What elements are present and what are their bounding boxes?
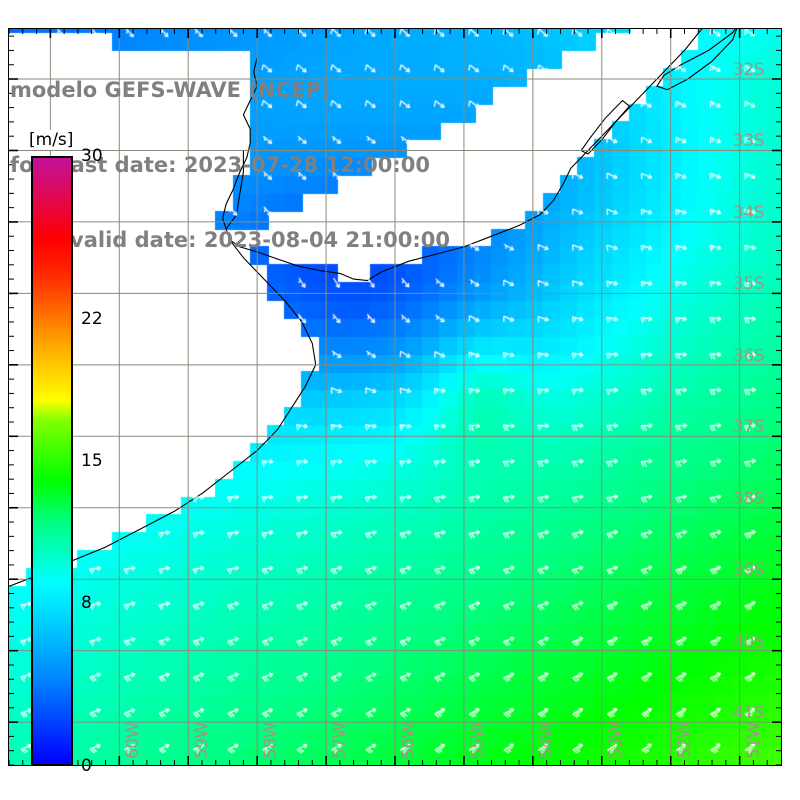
colorbar-tick-8: 8: [81, 593, 92, 614]
lat-label-39S: 39S: [733, 560, 764, 581]
colorbar-gradient-box: [31, 156, 73, 766]
lat-label-37S: 37S: [733, 417, 764, 438]
colorbar-tick-15: 15: [81, 451, 103, 471]
lat-label-32S: 32S: [733, 60, 764, 81]
lon-label-54W: 54W: [536, 722, 557, 759]
lon-label-59W: 59W: [192, 722, 213, 759]
colorbar-tick-0: 0: [81, 756, 92, 776]
model-title-line: modelo GEFS-WAVE (NCEP): [10, 78, 331, 102]
lat-label-41S: 41S: [733, 703, 764, 724]
lat-label-33S: 33S: [733, 131, 764, 152]
colorbar: [m/s] 30 22 15 8 0: [27, 130, 103, 776]
colorbar-tick-30: 30: [81, 146, 103, 166]
lon-label-51W: 51W: [743, 722, 764, 759]
lon-label-55W: 55W: [467, 722, 488, 759]
lon-label-57W: 57W: [330, 722, 351, 759]
lon-label-56W: 56W: [399, 722, 419, 759]
colorbar-unit-label: [m/s]: [27, 130, 76, 150]
lon-label-60W: 60W: [123, 722, 144, 759]
colorbar-gradient: [33, 158, 71, 764]
lat-label-35S: 35S: [733, 274, 764, 295]
valid-date-line: valid date: 2023-08-04 21:00:00: [70, 228, 450, 252]
lon-label-53W: 53W: [605, 722, 626, 759]
figure-title-block: modelo GEFS-WAVE (NCEP) forecast date: 2…: [10, 28, 510, 303]
forecast-date-line: forecast date: 2023-07-28 12:00:00: [10, 153, 430, 177]
lat-label-34S: 34S: [733, 202, 764, 223]
colorbar-tick-22: 22: [81, 308, 103, 329]
lon-label-58W: 58W: [261, 722, 282, 759]
lat-label-40S: 40S: [733, 631, 764, 652]
lon-label-52W: 52W: [674, 722, 695, 759]
lat-label-36S: 36S: [733, 345, 764, 366]
lat-label-38S: 38S: [733, 488, 764, 509]
